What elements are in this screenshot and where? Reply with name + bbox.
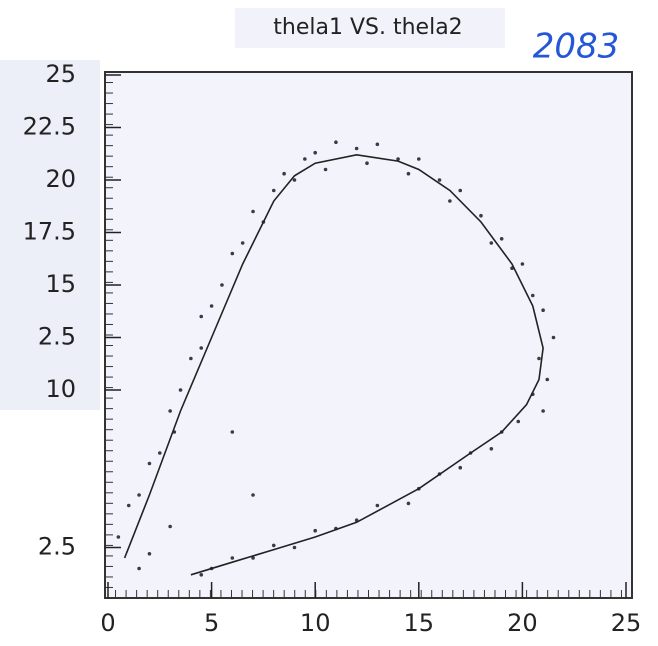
scatter-point: [147, 552, 152, 556]
y-tick-label: 2.5: [38, 323, 76, 351]
scatter-point: [406, 501, 411, 506]
x-tick-label: 20: [507, 609, 538, 637]
scatter-point: [126, 503, 131, 508]
x-tick-label: 10: [300, 609, 331, 637]
y-tick-label: 15: [45, 270, 76, 298]
scatter-point: [137, 493, 141, 497]
scatter-point: [396, 157, 400, 161]
annotation: 2083: [533, 27, 620, 67]
scatter-point: [541, 409, 545, 413]
scatter-point: [365, 161, 369, 165]
scatter-point: [199, 346, 204, 350]
scatter-point: [417, 157, 421, 161]
scatter-point: [551, 335, 556, 340]
scatter-point: [178, 388, 183, 392]
scatter-point: [458, 188, 463, 193]
scatter-point: [137, 566, 141, 571]
scatter-point: [489, 241, 494, 245]
scatter-point: [199, 573, 204, 577]
scatter-point: [168, 409, 172, 413]
scatter-point: [406, 171, 411, 176]
scatter-point: [334, 140, 338, 144]
fit-curve: [123, 153, 544, 576]
scatter-point: [251, 493, 255, 497]
scatter-point: [313, 150, 318, 155]
scatter-point: [209, 304, 214, 308]
scatter-point: [271, 188, 276, 193]
y-tick-label: 17.5: [23, 218, 76, 246]
scatter-point: [437, 178, 442, 182]
scatter-point: [271, 543, 276, 548]
chart-title: thela1 VS. thela2: [273, 15, 462, 40]
scatter-point: [251, 556, 255, 560]
scatter-point: [251, 209, 255, 214]
scatter-point: [168, 524, 172, 529]
minor-ticks: [105, 82, 622, 598]
scatter-point: [240, 241, 245, 245]
scatter-point: [282, 171, 286, 176]
scatter-point: [479, 213, 483, 218]
scatter-point: [530, 293, 535, 298]
scatter-point: [448, 199, 452, 203]
scatter-point: [230, 556, 235, 560]
scatter-point: [158, 451, 162, 455]
scatter-point: [458, 465, 463, 470]
scatter-point: [230, 251, 235, 256]
y-tick-label: 22.5: [23, 113, 76, 141]
scatter-point: [520, 262, 525, 266]
scatter-point: [516, 419, 521, 424]
scatter-point: [199, 314, 204, 319]
scatter-point: [323, 167, 328, 172]
x-tick-label: 25: [611, 609, 642, 637]
x-tick-label: 0: [100, 609, 115, 637]
scatter-point: [230, 430, 235, 434]
y-tick-label: 2.5: [38, 533, 76, 561]
y-tick-label: 20: [45, 165, 76, 193]
scatter-point: [220, 283, 224, 287]
scatter-point: [147, 461, 152, 466]
scatter-point: [545, 377, 550, 382]
x-tick-label: 5: [204, 609, 219, 637]
scatter-point: [292, 178, 297, 182]
x-tick-label: 15: [404, 609, 435, 637]
y-tick-label: 10: [45, 375, 76, 403]
scatter-point: [499, 237, 504, 241]
scatter-point: [541, 308, 545, 313]
scatter-point: [313, 528, 318, 533]
scatter-point: [292, 545, 297, 550]
y-tick-label: 25: [45, 60, 76, 88]
scatter-point: [375, 142, 380, 147]
scatter-point: [354, 146, 359, 151]
scatter-point: [489, 447, 494, 451]
scatter-point: [303, 157, 307, 161]
title-backdrop: [235, 8, 505, 48]
scatter-point: [116, 535, 121, 539]
label-backdrop: [0, 60, 100, 410]
plot-frame: [104, 71, 633, 599]
scatter-point: [375, 503, 380, 508]
scatter-point: [537, 356, 541, 361]
scatter-point: [189, 356, 193, 361]
